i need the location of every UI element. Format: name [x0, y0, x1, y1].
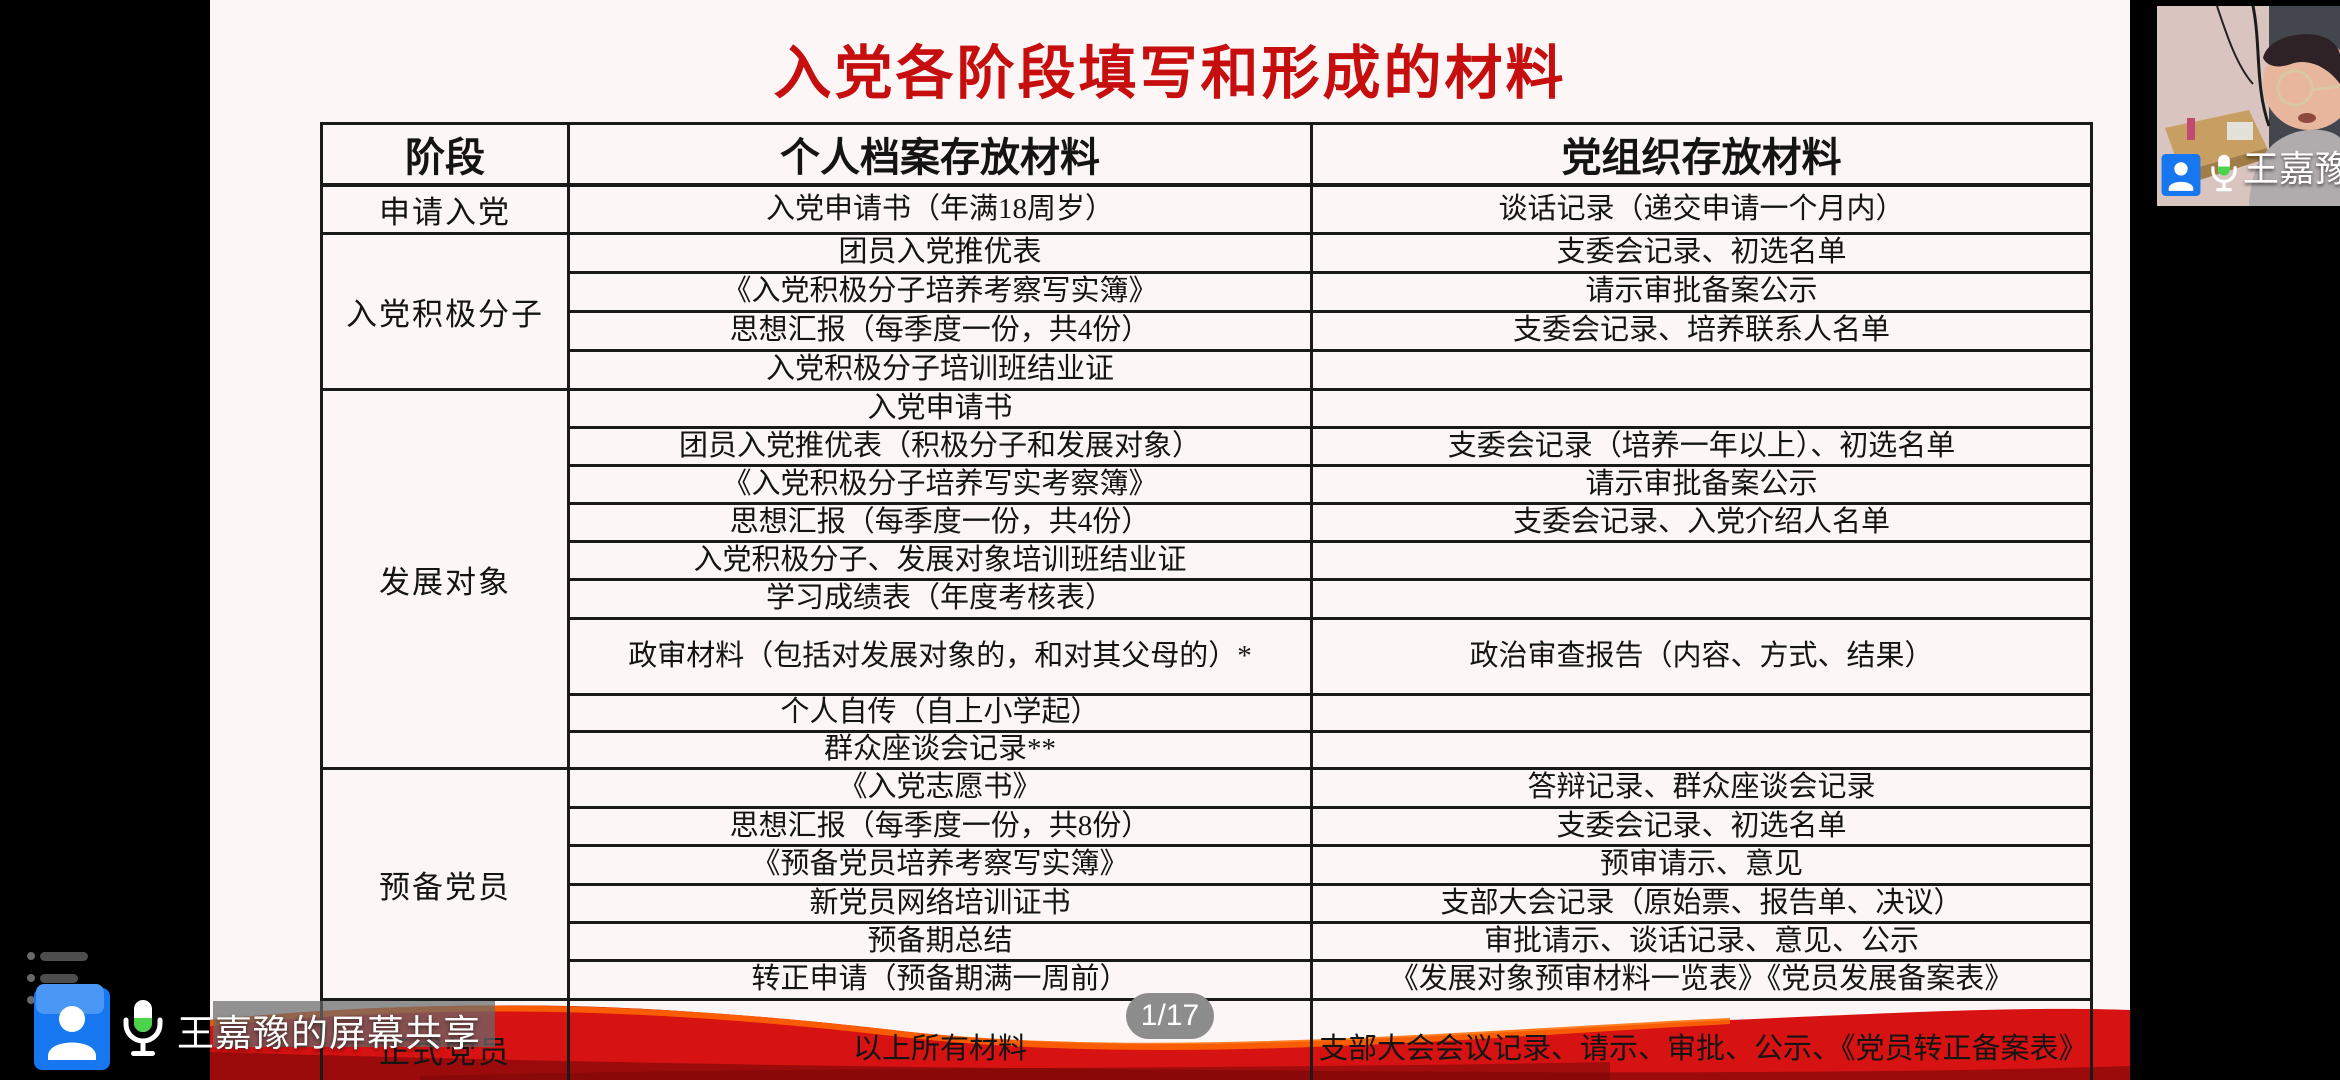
column-header-stage: 阶段 — [320, 122, 570, 187]
webcam-video-frame — [2157, 6, 2340, 206]
table-cell: 支委会记录、初选名单 — [1310, 232, 2093, 274]
table-row: 入党积极分子培训班结业证 — [322, 349, 2093, 391]
microphone-icon — [123, 1000, 163, 1056]
table-row: 《入党积极分子培养考察写实簿》 请示审批备案公示 — [322, 271, 2093, 313]
table-cell: 思想汇报（每季度一份，共4份） — [567, 310, 1313, 352]
table-cell: 群众座谈会记录** — [567, 730, 1313, 770]
table-header-row: 阶段 个人档案存放材料 党组织存放材料 — [320, 122, 2093, 187]
table-cell: 《入党积极分子培养写实考察簿》 — [567, 464, 1313, 505]
stage-cell: 预备党员 — [320, 767, 570, 1001]
table-cell: 请示审批备案公示 — [1310, 271, 2093, 313]
table-cell: 入党积极分子、发展对象培训班结业证 — [567, 540, 1313, 581]
table-cell: 支部大会会议记录、请示、审批、公示、《党员转正备案表》 — [1310, 998, 2093, 1080]
table-cell: 审批请示、谈话记录、意见、公示 — [1310, 921, 2093, 962]
table-cell — [1310, 578, 2093, 620]
table-cell — [1310, 730, 2093, 770]
table-cell: 思想汇报（每季度一份，共8份） — [567, 806, 1313, 847]
table-row: 入党积极分子、发展对象培训班结业证 — [322, 540, 2093, 581]
table-cell: 谈话记录（递交申请一个月内） — [1310, 183, 2093, 235]
table-cell: 政治审查报告（内容、方式、结果） — [1310, 617, 2093, 696]
table-cell: 《预备党员培养考察写实簿》 — [567, 844, 1313, 886]
table-row: 团员入党推优表（积极分子和发展对象） 支委会记录（培养一年以上）、初选名单 — [322, 426, 2093, 467]
table-row: 个人自传（自上小学起） — [322, 693, 2093, 733]
table-cell: 《入党志愿书》 — [567, 767, 1313, 809]
stage-cell: 发展对象 — [320, 388, 570, 770]
table-cell: 入党申请书 — [567, 388, 1313, 429]
table-cell: 预审请示、意见 — [1310, 844, 2093, 886]
person-avatar-icon — [2161, 154, 2201, 196]
table-cell — [1310, 388, 2093, 429]
table-cell — [1310, 540, 2093, 581]
table-cell: 入党申请书（年满18周岁） — [567, 183, 1313, 235]
page-indicator-badge: 1/17 — [1126, 993, 1214, 1039]
materials-table: 阶段 个人档案存放材料 党组织存放材料 申请入党 入党申请书（年满18周岁） 谈话记… — [320, 122, 2093, 1080]
person-avatar-icon — [34, 984, 110, 1070]
table-cell: 答辩记录、群众座谈会记录 — [1310, 767, 2093, 809]
table-cell: 支委会记录、初选名单 — [1310, 806, 2093, 847]
table-cell — [1310, 693, 2093, 733]
column-header-org: 党组织存放材料 — [1310, 122, 2093, 187]
table-cell: 预备期总结 — [567, 921, 1313, 962]
table-cell: 《发展对象预审材料一览表》《党员发展备案表》 — [1310, 959, 2093, 1001]
table-row: 预备期总结 审批请示、谈话记录、意见、公示 — [322, 921, 2093, 962]
table-cell: 转正申请（预备期满一周前） — [567, 959, 1313, 1001]
slide-title: 入党各阶段填写和形成的材料 — [773, 41, 1567, 106]
screen-share-label: 王嘉豫的屏幕共享 — [177, 1013, 481, 1054]
microphone-icon — [2211, 154, 2237, 192]
table-cell: 团员入党推优表 — [567, 232, 1313, 274]
table-cell: 支部大会记录（原始票、报告单、决议） — [1310, 883, 2093, 924]
table-cell: 团员入党推优表（积极分子和发展对象） — [567, 426, 1313, 467]
table-cell: 思想汇报（每季度一份，共4份） — [567, 502, 1313, 543]
screen-share-chip — [213, 1001, 495, 1047]
table-cell: 支委会记录（培养一年以上）、初选名单 — [1310, 426, 2093, 467]
table-row: 预备党员 《入党志愿书》 答辩记录、群众座谈会记录 — [320, 767, 2093, 1001]
stage-cell: 申请入党 — [320, 183, 570, 235]
table-row: 政审材料（包括对发展对象的，和对其父母的）* 政治审查报告（内容、方式、结果） — [322, 617, 2093, 696]
table-row: 发展对象 入党申请书 — [320, 388, 2093, 770]
participant-video-thumbnail[interactable]: 王嘉豫 — [2157, 6, 2340, 206]
table-cell: 新党员网络培训证书 — [567, 883, 1313, 924]
table-cell: 支委会记录、入党介绍人名单 — [1310, 502, 2093, 543]
table-row: 新党员网络培训证书 支部大会记录（原始票、报告单、决议） — [322, 883, 2093, 924]
table-cell: 入党积极分子培训班结业证 — [567, 349, 1313, 391]
table-cell: 《入党积极分子培养考察写实簿》 — [567, 271, 1313, 313]
table-cell — [1310, 349, 2093, 391]
table-row: 转正申请（预备期满一周前） 《发展对象预审材料一览表》《党员发展备案表》 — [322, 959, 2093, 1001]
stage-cell: 入党积极分子 — [320, 232, 570, 391]
shared-slide: 入党各阶段填写和形成的材料 阶段 个人档案存放材料 党组织存放材料 申请入党 入党… — [210, 0, 2130, 1080]
column-header-personal: 个人档案存放材料 — [567, 122, 1313, 187]
table-row: 思想汇报（每季度一份，共8份） 支委会记录、初选名单 — [322, 806, 2093, 847]
table-row: 入党积极分子 团员入党推优表 支委会记录、初选名单 — [320, 232, 2093, 391]
table-row: 学习成绩表（年度考核表） — [322, 578, 2093, 620]
table-cell: 学习成绩表（年度考核表） — [567, 578, 1313, 620]
table-row: 《预备党员培养考察写实簿》 预审请示、意见 — [322, 844, 2093, 886]
table-cell: 支委会记录、培养联系人名单 — [1310, 310, 2093, 352]
table-cell: 请示审批备案公示 — [1310, 464, 2093, 505]
participant-name: 王嘉豫 — [2243, 148, 2340, 189]
table-row: 申请入党 入党申请书（年满18周岁） 谈话记录（递交申请一个月内） — [320, 183, 2093, 235]
table-cell: 个人自传（自上小学起） — [567, 693, 1313, 733]
table-row: 思想汇报（每季度一份，共4份） 支委会记录、培养联系人名单 — [322, 310, 2093, 352]
page-indicator: 1/17 — [1140, 999, 1200, 1032]
table-row: 《入党积极分子培养写实考察簿》 请示审批备案公示 — [322, 464, 2093, 505]
table-row: 思想汇报（每季度一份，共4份） 支委会记录、入党介绍人名单 — [322, 502, 2093, 543]
table-cell: 政审材料（包括对发展对象的，和对其父母的）* — [567, 617, 1313, 696]
table-row: 群众座谈会记录** — [322, 730, 2093, 770]
